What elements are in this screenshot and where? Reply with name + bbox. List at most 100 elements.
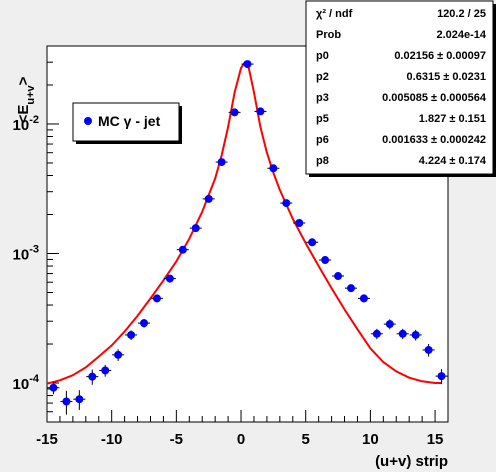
data-marker bbox=[269, 164, 278, 173]
data-point bbox=[344, 284, 357, 293]
data-point bbox=[215, 158, 228, 167]
data-point bbox=[150, 294, 163, 303]
data-marker bbox=[437, 372, 446, 381]
axes-group: -15 -10 -5 0 5 10 15 10-4 10-3 10-2 bbox=[13, 45, 449, 448]
y-tick-label: 10-2 bbox=[13, 114, 39, 134]
data-point bbox=[293, 218, 306, 227]
stats-row-label: χ² / ndf bbox=[316, 8, 353, 20]
data-point bbox=[86, 369, 99, 385]
legend-shadow-right bbox=[179, 106, 182, 144]
data-marker bbox=[62, 397, 71, 406]
data-point bbox=[254, 107, 267, 116]
data-marker bbox=[295, 218, 304, 227]
data-marker bbox=[308, 238, 317, 247]
data-point bbox=[370, 328, 383, 340]
data-marker bbox=[230, 108, 239, 117]
data-point bbox=[435, 369, 448, 385]
data-point bbox=[383, 319, 396, 330]
data-point bbox=[241, 60, 254, 69]
x-tick-label: -5 bbox=[170, 431, 183, 448]
y-tick-label: 10-4 bbox=[13, 373, 40, 393]
stats-row-value: 0.001633 ± 0.000242 bbox=[382, 134, 486, 146]
stats-row-value: 0.02156 ± 0.00097 bbox=[394, 50, 486, 62]
stats-row-label: p3 bbox=[316, 92, 329, 104]
stats-row-value: 0.005085 ± 0.000564 bbox=[382, 92, 487, 104]
stats-row-value: 4.224 ± 0.174 bbox=[419, 155, 487, 167]
data-point bbox=[176, 245, 189, 254]
data-point bbox=[332, 272, 345, 281]
data-marker bbox=[88, 372, 97, 381]
data-point bbox=[202, 194, 215, 203]
x-tick-label: 15 bbox=[427, 431, 444, 448]
data-marker bbox=[334, 272, 343, 281]
y-tick-label: 10-3 bbox=[13, 243, 39, 263]
stats-row-label: p5 bbox=[316, 113, 329, 125]
stats-box: χ² / ndf 120.2 / 25 Prob 2.024e-14 p0 0.02156… bbox=[305, 0, 496, 177]
data-point bbox=[60, 390, 73, 415]
data-marker bbox=[152, 294, 161, 303]
data-marker bbox=[101, 366, 110, 375]
y-axis-title-main: <E bbox=[15, 105, 32, 124]
data-point bbox=[306, 238, 319, 247]
data-marker bbox=[75, 395, 84, 404]
stats-row-label: Prob bbox=[316, 29, 341, 41]
data-point bbox=[409, 329, 422, 341]
stats-row-label: p6 bbox=[316, 134, 329, 146]
stats-box-frame bbox=[305, 0, 494, 175]
data-point bbox=[357, 294, 370, 303]
data-point bbox=[319, 256, 332, 265]
data-point bbox=[125, 330, 138, 340]
data-marker bbox=[217, 158, 226, 167]
data-marker bbox=[49, 383, 58, 392]
data-marker bbox=[321, 256, 330, 265]
data-point bbox=[280, 199, 293, 208]
stats-row-value: 120.2 / 25 bbox=[437, 8, 486, 20]
x-tick-label: -10 bbox=[101, 431, 123, 448]
data-point bbox=[73, 390, 86, 410]
data-marker bbox=[385, 320, 394, 329]
stats-row-value: 1.827 ± 0.151 bbox=[419, 113, 486, 125]
data-marker bbox=[165, 274, 174, 283]
stats-row-value: 0.6315 ± 0.0231 bbox=[407, 71, 486, 83]
data-point bbox=[163, 274, 176, 283]
svg-text:<Eu+v>: <Eu+v> bbox=[15, 76, 37, 123]
stats-row-label: p0 bbox=[316, 50, 329, 62]
data-marker bbox=[204, 194, 213, 203]
x-axis-title: (u+v) strip bbox=[375, 453, 448, 470]
legend-shadow-bottom bbox=[76, 141, 182, 144]
data-marker bbox=[256, 107, 265, 116]
data-points-group bbox=[47, 60, 448, 415]
data-marker bbox=[424, 345, 433, 354]
y-axis-title: <Eu+v> bbox=[15, 76, 37, 123]
data-point bbox=[267, 164, 280, 173]
data-point bbox=[112, 349, 125, 361]
y-axis-title-end: > bbox=[15, 76, 32, 85]
data-marker bbox=[178, 245, 187, 254]
x-tick-label: 10 bbox=[362, 431, 379, 448]
data-marker bbox=[140, 319, 149, 328]
data-marker bbox=[398, 329, 407, 338]
data-marker bbox=[282, 199, 291, 208]
data-point bbox=[422, 344, 435, 357]
data-point bbox=[189, 224, 202, 233]
data-point bbox=[99, 364, 112, 377]
data-point bbox=[396, 328, 409, 340]
data-marker bbox=[346, 284, 355, 293]
data-point bbox=[138, 319, 151, 328]
legend-marker bbox=[84, 117, 92, 125]
stats-row-label: p8 bbox=[316, 155, 329, 167]
x-tick-label: 0 bbox=[237, 431, 245, 448]
legend-label: MC γ - jet bbox=[98, 113, 161, 129]
data-marker bbox=[359, 294, 368, 303]
stats-row-label: p2 bbox=[316, 71, 329, 83]
data-marker bbox=[411, 330, 420, 339]
stats-box-shadow-bottom bbox=[309, 174, 496, 177]
data-marker bbox=[127, 330, 136, 339]
x-tick-label: -15 bbox=[36, 431, 58, 448]
data-marker bbox=[114, 350, 123, 359]
data-point bbox=[228, 108, 241, 117]
y-axis-title-sub: u+v bbox=[25, 84, 37, 104]
data-marker bbox=[372, 329, 381, 338]
stats-box-shadow-right bbox=[493, 4, 496, 177]
